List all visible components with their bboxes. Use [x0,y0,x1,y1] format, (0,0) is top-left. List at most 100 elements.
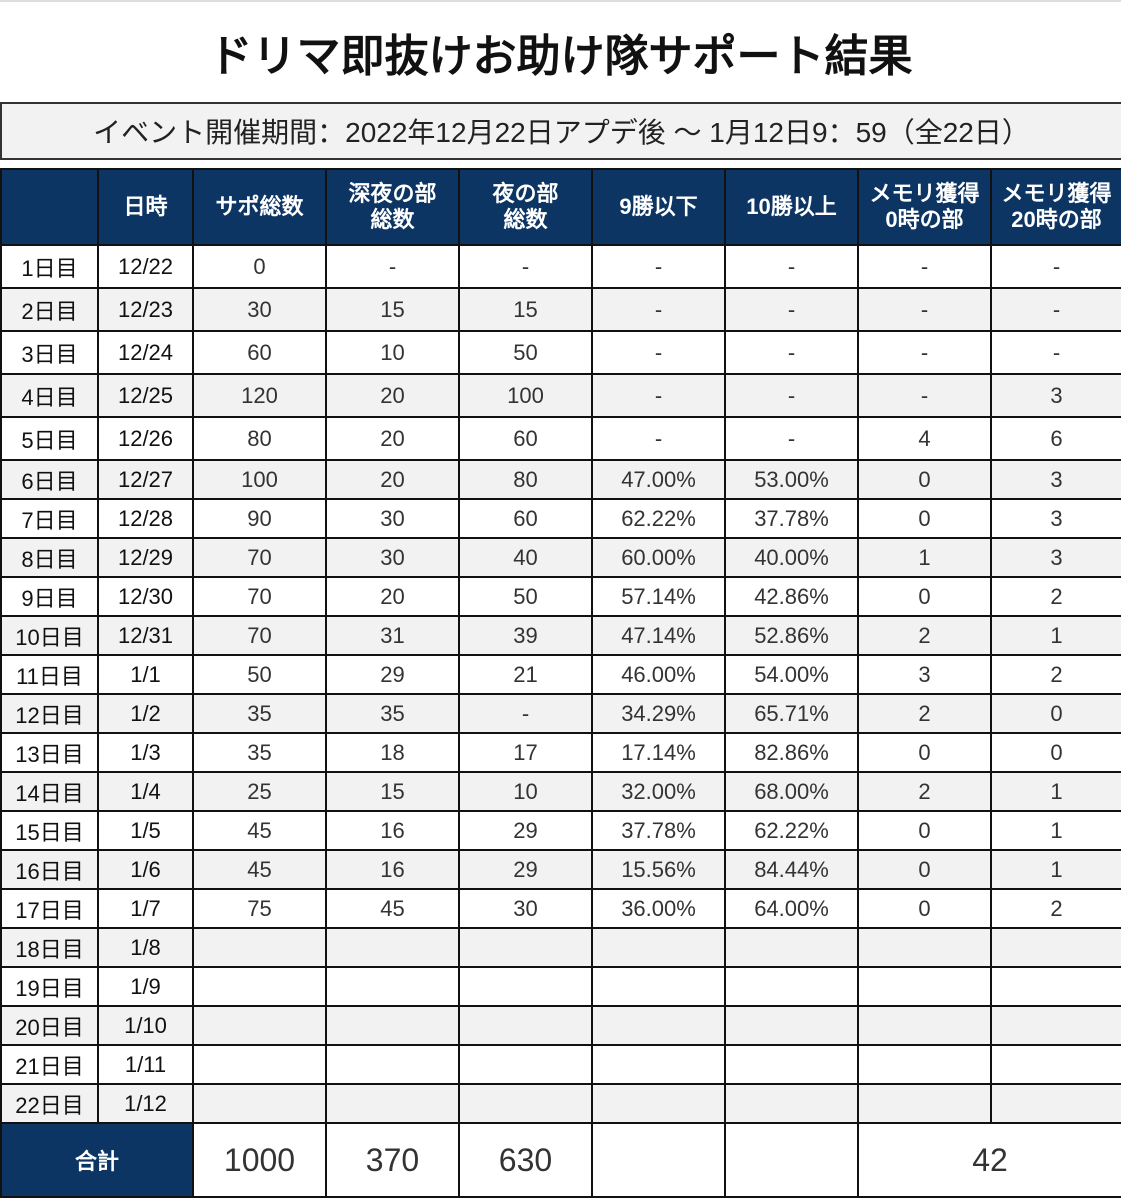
col-sapo-total-cell: 35 [192,693,327,734]
col-9wins-or-less-cell: - [591,287,726,332]
table-row: 3日目 12/24 60 10 50- - - - [0,330,1121,375]
col-sapo-total-cell [192,1005,327,1046]
col-date-cell: 12/30 [97,576,194,617]
col-day-cell: 9日目 [0,576,99,617]
header-col-sapo-total: サポ総数 [192,168,327,246]
col-shinya-total-cell: 20 [325,576,460,617]
col-memory-0h-cell: - [857,287,992,332]
table-row: 5日目 12/26 80 20 60- -4 6 [0,416,1121,461]
col-day-cell: 4日目 [0,373,99,418]
total-9wins [591,1122,726,1198]
col-sapo-total-cell [192,1044,327,1085]
col-sapo-total-cell: 0 [192,244,327,289]
col-yoru-total-cell: 29 [458,849,593,890]
col-yoru-total-cell [458,1005,593,1046]
table-row: 14日目 1/4 25 15 10 32.00% 68.00% 2 1 [0,771,1121,812]
col-date-cell: 1/5 [97,810,194,851]
col-sapo-total-cell: 60 [192,330,327,375]
total-label: 合計 [0,1122,194,1198]
col-yoru-total-cell: 40 [458,537,593,578]
col-date-cell: 1/6 [97,849,194,890]
table-row: 11日目 1/1 50 29 21 46.00% 54.00% 3 2 [0,654,1121,695]
col-9wins-or-less-cell [591,1005,726,1046]
table-row: 9日目 12/30 70 20 50 57.14% 42.86% 0 2 [0,576,1121,617]
col-shinya-total-cell [325,966,460,1007]
col-yoru-total-cell: 80 [458,459,593,500]
col-day-cell: 18日目 [0,927,99,968]
col-date-cell: 12/22 [97,244,194,289]
col-9wins-or-less-cell: - [591,330,726,375]
col-10wins-or-more-cell [724,966,859,1007]
col-memory-0h-cell: - [857,330,992,375]
col-day-cell: 1日目 [0,244,99,289]
col-sapo-total-cell [192,1083,327,1124]
col-10wins-or-more-cell: 52.86% [724,615,859,656]
col-day-cell: 6日目 [0,459,99,500]
total-yoru: 630 [458,1122,593,1198]
total-10wins [724,1122,859,1198]
table-row: 6日目 12/27 100 20 80 47.00% 53.00% 0 3 [0,459,1121,500]
col-yoru-total-cell: 39 [458,615,593,656]
col-yoru-total-cell: 50 [458,330,593,375]
col-10wins-or-more-cell [724,1005,859,1046]
col-10wins-or-more-cell: 64.00% [724,888,859,929]
col-date-cell: 1/9 [97,966,194,1007]
col-date-cell: 1/8 [97,927,194,968]
col-memory-20h-cell [990,1005,1121,1046]
col-memory-0h-cell: 0 [857,498,992,539]
col-10wins-or-more-cell: - [724,244,859,289]
col-sapo-total-cell: 120 [192,373,327,418]
col-date-cell: 1/7 [97,888,194,929]
col-sapo-total-cell [192,927,327,968]
col-day-cell: 10日目 [0,615,99,656]
col-sapo-total-cell: 50 [192,654,327,695]
col-sapo-total-cell: 70 [192,615,327,656]
col-date-cell: 1/2 [97,693,194,734]
col-memory-20h-cell: - [990,330,1121,375]
table-row: 7日目 12/28 90 30 60 62.22% 37.78% 0 3 [0,498,1121,539]
col-memory-0h-cell [857,966,992,1007]
col-memory-0h-cell: 0 [857,459,992,500]
col-memory-20h-cell: 3 [990,537,1121,578]
header-col-date: 日時 [97,168,194,246]
col-memory-20h-cell: 2 [990,654,1121,695]
col-day-cell: 15日目 [0,810,99,851]
col-9wins-or-less-cell: 36.00% [591,888,726,929]
total-sapo: 1000 [192,1122,327,1198]
col-yoru-total-cell: 30 [458,888,593,929]
col-date-cell: 1/11 [97,1044,194,1085]
col-yoru-total-cell: 21 [458,654,593,695]
col-9wins-or-less-cell: 57.14% [591,576,726,617]
col-shinya-total-cell [325,1083,460,1124]
support-results-table: 日時 サポ総数 深夜の部 総数 夜の部 総数 9勝以下 10勝以上 メモリ獲得 0時の部 メモ… [0,168,1121,1198]
col-sapo-total-cell: 45 [192,810,327,851]
total-shinya: 370 [325,1122,460,1198]
col-shinya-total-cell: 29 [325,654,460,695]
col-10wins-or-more-cell: 84.44% [724,849,859,890]
col-date-cell: 12/31 [97,615,194,656]
event-period: イベント開催期間：2022年12月22日アプデ後 〜 1月12日9：59（全22… [0,102,1121,160]
col-shinya-total-cell [325,1044,460,1085]
col-shinya-total-cell: 15 [325,771,460,812]
total-row: 合計 1000 370 630 42 [0,1122,1121,1198]
table-row: 18日目 1/8 [0,927,1121,968]
col-shinya-total-cell: 15 [325,287,460,332]
col-yoru-total-cell [458,927,593,968]
col-day-cell: 20日目 [0,1005,99,1046]
col-yoru-total-cell: 60 [458,498,593,539]
col-date-cell: 1/3 [97,732,194,773]
col-memory-0h-cell [857,1005,992,1046]
col-memory-20h-cell: 3 [990,498,1121,539]
col-day-cell: 11日目 [0,654,99,695]
table-row: 22日目 1/12 [0,1083,1121,1124]
col-9wins-or-less-cell: 46.00% [591,654,726,695]
col-memory-0h-cell: 3 [857,654,992,695]
col-memory-20h-cell: 1 [990,771,1121,812]
col-memory-0h-cell: 2 [857,693,992,734]
col-yoru-total-cell: - [458,693,593,734]
col-yoru-total-cell: 50 [458,576,593,617]
col-9wins-or-less-cell: 32.00% [591,771,726,812]
col-memory-20h-cell: 1 [990,615,1121,656]
col-9wins-or-less-cell [591,1044,726,1085]
col-date-cell: 12/28 [97,498,194,539]
